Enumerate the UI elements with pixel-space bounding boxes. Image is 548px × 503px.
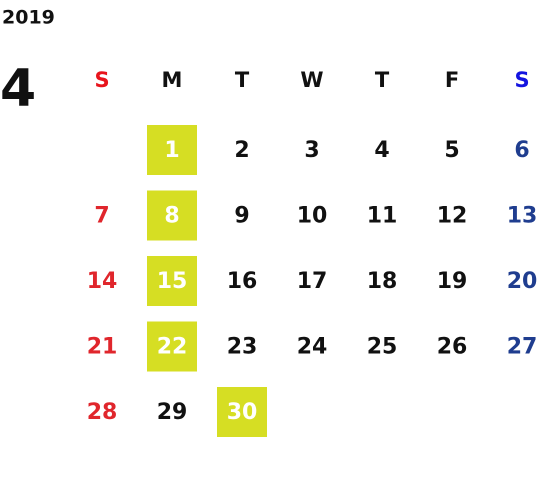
day-highlight — [147, 190, 197, 241]
day-number: 28 — [87, 400, 118, 425]
day-number: 9 — [234, 204, 249, 229]
day-highlight — [147, 125, 197, 175]
day-number: 29 — [157, 400, 188, 425]
weekday-label: W — [300, 68, 323, 92]
day-number: 17 — [297, 269, 328, 294]
day-number: 16 — [227, 269, 258, 294]
day-number: 5 — [444, 138, 459, 163]
weekday-label: S — [514, 68, 529, 92]
day-number: 1 — [164, 138, 179, 163]
day-highlight — [147, 321, 197, 372]
day-number: 15 — [157, 269, 188, 294]
day-number: 14 — [87, 269, 118, 294]
day-number: 12 — [437, 204, 468, 229]
day-number: 10 — [297, 204, 328, 229]
weekday-label: M — [162, 68, 183, 92]
day-number: 30 — [227, 400, 258, 425]
month: 4 — [0, 59, 36, 119]
weekday-label: T — [235, 68, 250, 92]
year: 2019 — [2, 7, 55, 29]
day-number: 18 — [367, 269, 398, 294]
day-number: 7 — [94, 204, 109, 229]
day-number: 21 — [87, 335, 118, 360]
day-highlight — [147, 256, 197, 306]
day-number: 26 — [437, 335, 468, 360]
day-number: 6 — [514, 138, 529, 163]
weekday-label: F — [445, 68, 459, 92]
day-number: 2 — [234, 138, 249, 163]
day-number: 24 — [297, 335, 328, 360]
day-number: 25 — [367, 335, 398, 360]
weekday-label: S — [94, 68, 109, 92]
day-number: 11 — [367, 204, 398, 229]
day-number: 8 — [164, 204, 179, 229]
day-number: 23 — [227, 335, 258, 360]
day-number: 13 — [507, 204, 538, 229]
day-number: 20 — [507, 269, 538, 294]
weekday-label: T — [375, 68, 390, 92]
day-number: 27 — [507, 335, 538, 360]
day-number: 22 — [157, 335, 188, 360]
day-number: 19 — [437, 269, 468, 294]
day-highlight — [217, 387, 267, 437]
day-number: 4 — [374, 138, 389, 163]
day-number: 3 — [304, 138, 319, 163]
